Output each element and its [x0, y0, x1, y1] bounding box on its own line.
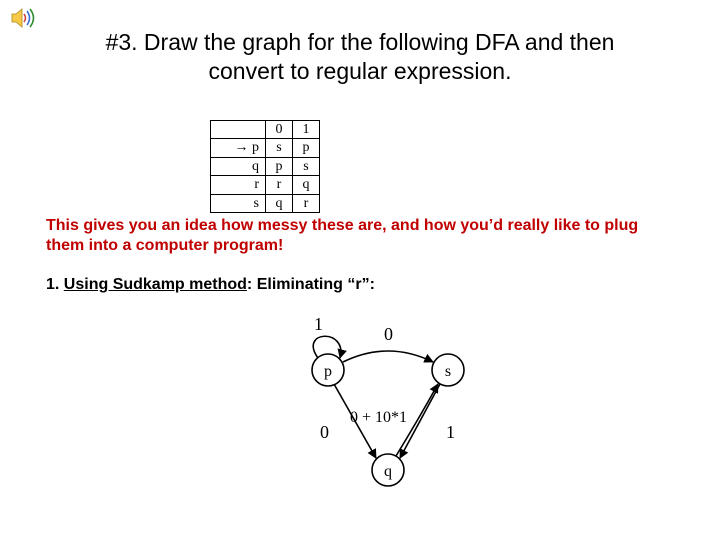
table-header-row: 0 1 [211, 121, 320, 139]
table-cell: → p [211, 139, 266, 157]
table-cell: s [211, 194, 266, 212]
table-row: → p s p [211, 139, 320, 157]
paragraph-2-underlined: Using Sudkamp method [64, 276, 247, 293]
table-cell: r [211, 176, 266, 194]
table-cell: 1 [293, 121, 320, 139]
edge-label: 1 [314, 314, 323, 334]
state-diagram: 1 0 1 0 0 + 10*1 p s q [268, 310, 488, 500]
table-cell: q [266, 194, 293, 212]
edge-label: 0 + 10*1 [350, 409, 407, 426]
table-cell: s [293, 157, 320, 175]
table-row: r r q [211, 176, 320, 194]
paragraph-1: This gives you an idea how messy these a… [46, 216, 674, 256]
node-label: s [445, 363, 451, 380]
table-cell [211, 121, 266, 139]
title-line-2: convert to regular expression. [209, 58, 512, 84]
table-cell: s [266, 139, 293, 157]
paragraph-2-prefix: 1. [46, 276, 64, 293]
table-row: s q r [211, 194, 320, 212]
table-cell: r [293, 194, 320, 212]
edge-label: 0 [384, 324, 393, 344]
node-label: q [384, 463, 392, 480]
transition-table: 0 1 → p s p q p s r r q s q r [210, 120, 320, 213]
audio-icon [10, 6, 38, 35]
node-label: p [324, 363, 332, 380]
table-cell: r [266, 176, 293, 194]
table-cell: 0 [266, 121, 293, 139]
edge-label: 0 [320, 422, 329, 442]
paragraph-2: 1. Using Sudkamp method: Eliminating “r”… [46, 276, 375, 294]
edge-label: 1 [446, 422, 455, 442]
page-title: #3. Draw the graph for the following DFA… [46, 28, 674, 86]
table-cell: p [266, 157, 293, 175]
table-cell: p [293, 139, 320, 157]
table-cell: q [293, 176, 320, 194]
table-cell: q [211, 157, 266, 175]
title-line-1: #3. Draw the graph for the following DFA… [106, 29, 615, 55]
table-row: q p s [211, 157, 320, 175]
paragraph-2-suffix: : Eliminating “r”: [247, 276, 375, 293]
